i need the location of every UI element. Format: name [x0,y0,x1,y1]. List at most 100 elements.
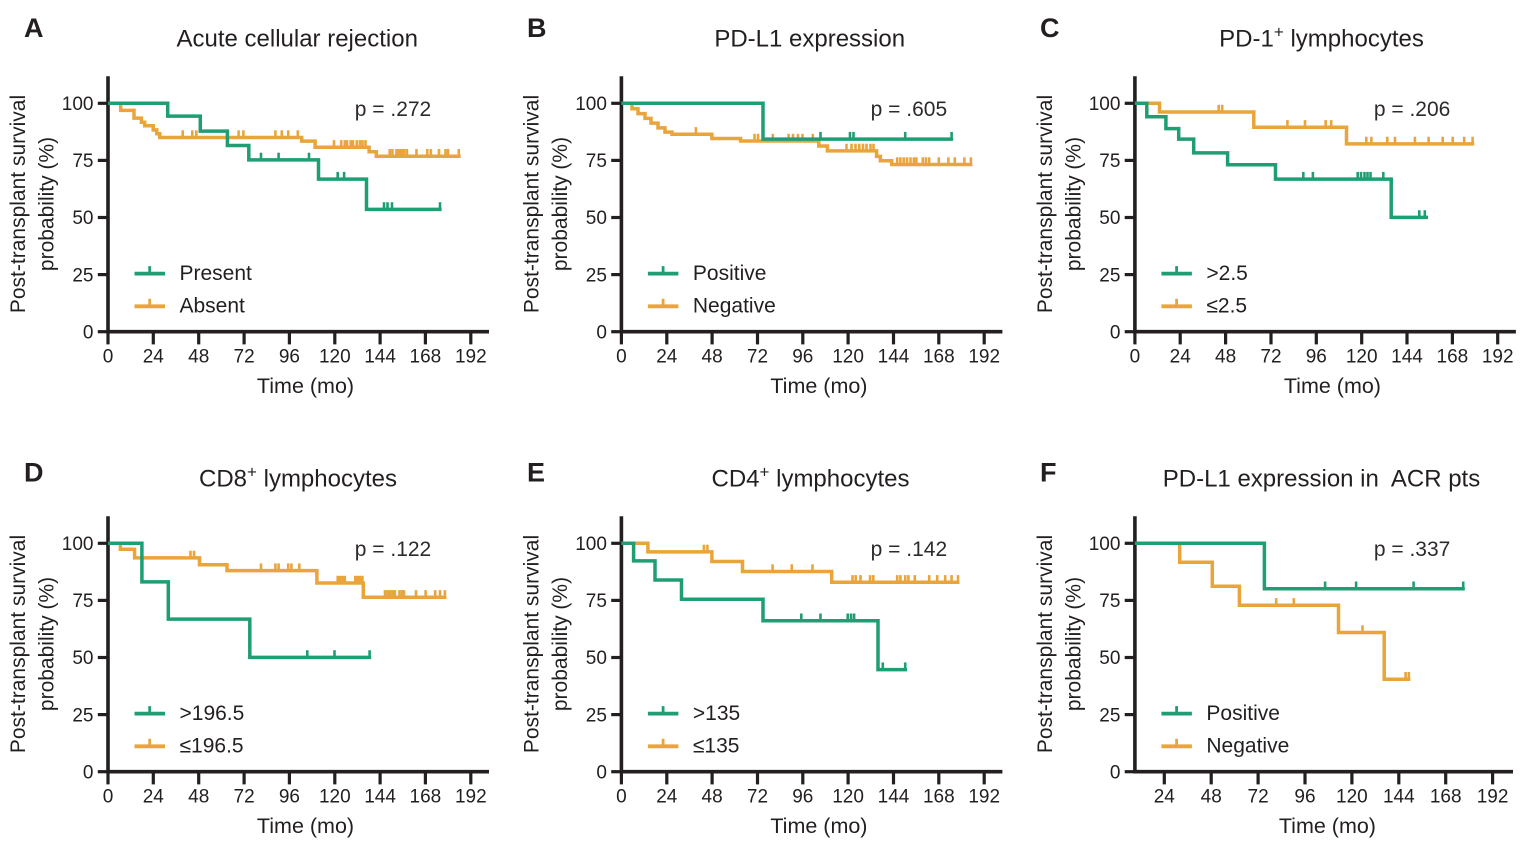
svg-text:192: 192 [455,786,487,807]
svg-text:75: 75 [72,151,93,172]
svg-text:75: 75 [586,151,607,172]
svg-text:0: 0 [1130,346,1141,367]
svg-text:48: 48 [188,786,209,807]
svg-text:Absent: Absent [180,295,246,318]
svg-text:Post-transplant survival: Post-transplant survival [520,95,543,313]
svg-text:≤135: ≤135 [693,735,740,758]
svg-text:Post-transplant survival: Post-transplant survival [1034,535,1057,753]
svg-text:192: 192 [968,346,1000,367]
svg-text:192: 192 [1482,346,1514,367]
svg-text:25: 25 [72,705,93,726]
svg-text:72: 72 [747,786,768,807]
svg-text:72: 72 [1260,346,1281,367]
svg-text:120: 120 [832,346,864,367]
svg-text:Negative: Negative [693,295,776,318]
svg-text:100: 100 [575,534,607,555]
svg-text:24: 24 [143,346,165,367]
svg-text:>2.5: >2.5 [1206,262,1247,285]
svg-text:144: 144 [878,786,910,807]
svg-text:48: 48 [1201,786,1222,807]
svg-text:p = .272: p = .272 [355,98,431,121]
svg-text:p = .122: p = .122 [355,538,431,561]
svg-text:144: 144 [364,786,396,807]
svg-text:CD8+​ lymphocytes: CD8+​ lymphocytes [199,463,397,493]
svg-text:192: 192 [968,786,1000,807]
svg-text:0: 0 [596,762,607,783]
svg-text:96: 96 [279,346,300,367]
svg-text:120: 120 [1336,786,1368,807]
svg-text:Time (mo): Time (mo) [770,814,867,838]
svg-text:probability (%): probability (%) [1062,577,1085,711]
svg-text:50: 50 [586,208,607,229]
svg-text:48: 48 [188,346,209,367]
svg-text:25: 25 [586,705,607,726]
svg-text:144: 144 [1391,346,1423,367]
svg-text:50: 50 [1099,648,1120,669]
svg-text:25: 25 [72,265,93,286]
svg-text:Positive: Positive [1206,702,1280,725]
svg-text:E: E [527,458,545,488]
svg-text:120: 120 [319,786,351,807]
svg-text:B: B [527,13,547,43]
svg-text:Positive: Positive [693,262,767,285]
svg-text:Post-transplant survival: Post-transplant survival [7,95,30,313]
svg-text:75: 75 [586,591,607,612]
svg-text:24: 24 [143,786,165,807]
svg-text:192: 192 [1477,786,1509,807]
svg-text:probability (%): probability (%) [549,577,572,711]
svg-text:≤2.5: ≤2.5 [1206,295,1247,318]
svg-text:24: 24 [656,786,678,807]
svg-text:Time (mo): Time (mo) [1279,814,1376,838]
svg-text:168: 168 [923,786,955,807]
svg-text:PD-1+​ lymphocytes: PD-1+​ lymphocytes [1219,23,1424,53]
svg-text:144: 144 [1383,786,1415,807]
svg-text:Present: Present [180,262,253,285]
svg-text:probability (%): probability (%) [36,577,59,711]
svg-text:p = .206: p = .206 [1374,98,1450,121]
svg-text:Time (mo): Time (mo) [770,374,867,398]
svg-text:Time (mo): Time (mo) [1284,374,1381,398]
svg-text:0: 0 [83,762,94,783]
svg-text:>135: >135 [693,702,740,725]
svg-text:Time (mo): Time (mo) [257,814,354,838]
svg-text:168: 168 [410,786,442,807]
svg-text:Post-transplant survival: Post-transplant survival [7,535,30,753]
svg-text:50: 50 [72,208,93,229]
svg-text:25: 25 [586,265,607,286]
svg-text:0: 0 [83,322,94,343]
svg-text:50: 50 [586,648,607,669]
svg-text:100: 100 [1089,94,1121,115]
svg-text:≤196.5: ≤196.5 [180,735,244,758]
svg-text:96: 96 [792,786,813,807]
svg-text:168: 168 [410,346,442,367]
svg-text:168: 168 [1430,786,1462,807]
svg-text:168: 168 [923,346,955,367]
svg-text:0: 0 [103,346,114,367]
svg-text:100: 100 [62,534,94,555]
svg-text:0: 0 [1110,322,1121,343]
svg-text:96: 96 [1294,786,1315,807]
svg-text:C: C [1040,13,1060,43]
svg-text:p = .337: p = .337 [1374,538,1450,561]
svg-text:100: 100 [1089,534,1121,555]
svg-text:75: 75 [72,591,93,612]
svg-text:168: 168 [1437,346,1469,367]
svg-text:24: 24 [1154,786,1176,807]
svg-text:0: 0 [616,346,627,367]
svg-text:25: 25 [1099,705,1120,726]
svg-text:25: 25 [1099,265,1120,286]
svg-text:72: 72 [234,346,255,367]
svg-text:24: 24 [1170,346,1192,367]
svg-text:Post-transplant survival: Post-transplant survival [520,535,543,753]
svg-text:48: 48 [702,346,723,367]
svg-text:probability (%): probability (%) [36,137,59,271]
svg-text:50: 50 [1099,208,1120,229]
svg-text:0: 0 [103,786,114,807]
svg-text:CD4+​ lymphocytes: CD4+​ lymphocytes [711,463,909,493]
svg-text:120: 120 [1346,346,1378,367]
svg-text:75: 75 [1099,151,1120,172]
svg-text:F: F [1040,458,1057,488]
svg-text:72: 72 [1248,786,1269,807]
svg-text:120: 120 [832,786,864,807]
svg-text:96: 96 [1306,346,1327,367]
